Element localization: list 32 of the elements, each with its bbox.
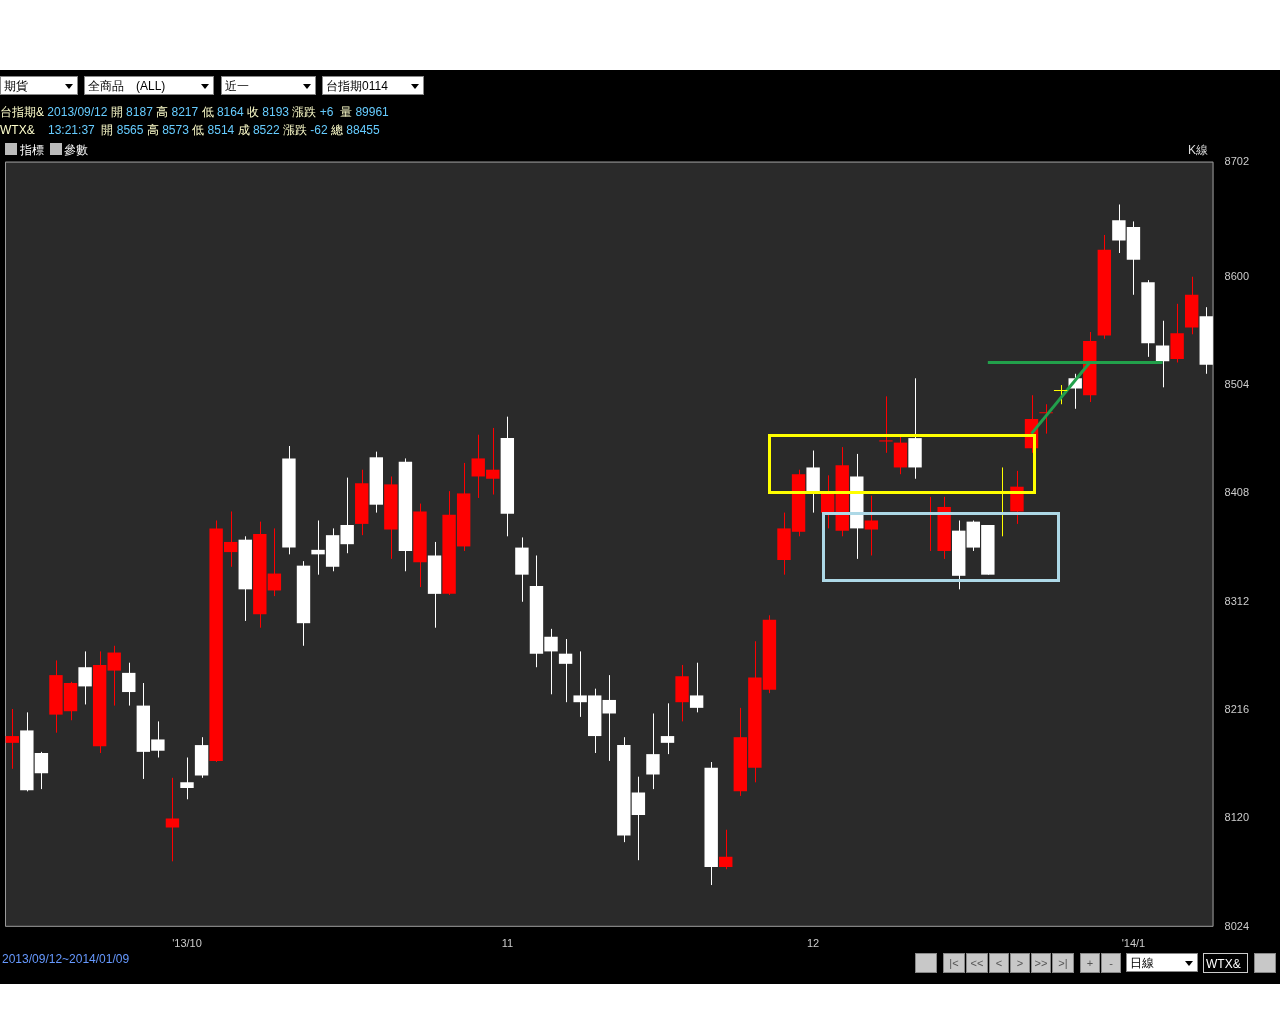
text: 2013/09/12~2014/01/09 xyxy=(2,952,130,966)
text: + xyxy=(1080,953,1100,973)
text: |< xyxy=(943,953,965,973)
x-tick-label: 12 xyxy=(806,937,820,950)
text: K線 xyxy=(1188,142,1209,159)
text: 近一 xyxy=(221,76,316,95)
text: 期貨 xyxy=(0,76,78,95)
y-tick-label: 8312 xyxy=(1224,594,1250,607)
text: > xyxy=(1010,953,1030,973)
y-tick-label: 8702 xyxy=(1224,154,1250,167)
text: 參數 xyxy=(64,142,88,159)
text: 台指期0114 xyxy=(322,76,424,95)
x-tick-label: 11 xyxy=(501,937,514,950)
y-tick-label: 8024 xyxy=(1224,919,1250,932)
x-tick-label: '13/10 xyxy=(172,937,202,950)
text: 台指期& 2013/09/12 開 8187 高 8217 低 8164 收 8193 漲跌 +6 量 89961 xyxy=(0,105,389,119)
text: 全商品 (ALL) xyxy=(84,76,214,95)
y-tick-label: 8216 xyxy=(1224,703,1250,716)
text: >> xyxy=(1031,953,1051,973)
x-tick-label: '14/1 xyxy=(1121,937,1146,950)
y-tick-label: 8600 xyxy=(1224,269,1250,282)
text: >| xyxy=(1052,953,1074,973)
text: << xyxy=(966,953,988,973)
text: 指標 xyxy=(20,142,44,159)
text: WTX& xyxy=(1203,953,1248,973)
text: WTX& 13:21:37 開 8565 高 8573 低 8514 成 8522 漲跌 -62 總 88455 xyxy=(0,123,380,137)
text: 日線 xyxy=(1126,953,1198,972)
y-tick-label: 8408 xyxy=(1224,486,1250,499)
text: < xyxy=(989,953,1009,973)
text: - xyxy=(1101,953,1121,973)
y-tick-label: 8504 xyxy=(1224,378,1250,391)
y-tick-label: 8120 xyxy=(1224,811,1250,824)
